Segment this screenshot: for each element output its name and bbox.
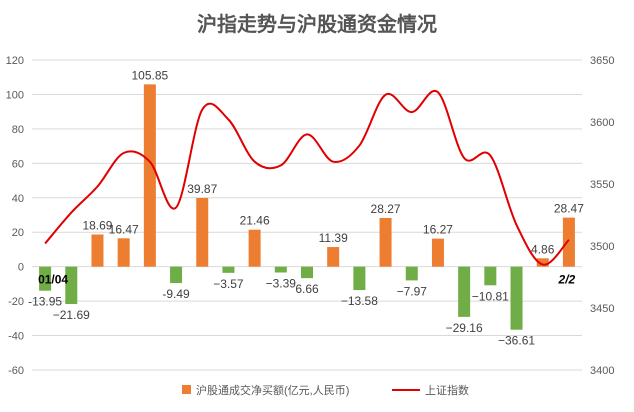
right-tick-label: 3450 (590, 303, 614, 315)
bar (510, 266, 523, 330)
bar (170, 266, 183, 284)
data-label: −3.57 (213, 277, 244, 291)
data-label: −13.58 (341, 294, 378, 308)
left-tick-label: 100 (6, 89, 24, 101)
data-label: 28.47 (554, 202, 584, 216)
bar (274, 266, 287, 273)
left-tick-label: 120 (6, 55, 24, 67)
bar (143, 84, 156, 267)
chart-title: 沪指走势与沪股通资金情况 (197, 12, 437, 36)
bar (405, 266, 418, 281)
data-label: 39.87 (187, 182, 217, 196)
bar (301, 266, 313, 279)
bar (562, 217, 575, 267)
data-label: -9.49 (162, 287, 190, 301)
legend-line-label: 上证指数 (425, 383, 469, 397)
data-label: −36.61 (498, 334, 535, 348)
bar (248, 229, 261, 267)
left-tick-label: 80 (12, 124, 24, 136)
data-label: 16.47 (109, 222, 139, 236)
data-label: −29.16 (446, 321, 483, 335)
right-tick-label: 3600 (590, 117, 614, 129)
bar (196, 198, 209, 267)
data-label: −10.81 (472, 289, 509, 303)
data-label: 16.27 (423, 223, 453, 237)
data-label: -13.95 (28, 295, 62, 309)
bar (117, 238, 130, 267)
bar (222, 266, 235, 273)
right-tick-label: 3650 (590, 55, 614, 67)
left-tick-label: 0 (18, 262, 24, 274)
data-label: 18.69 (82, 218, 112, 232)
bar (327, 247, 340, 267)
data-label: −7.97 (397, 284, 428, 298)
data-label: −3.39 (266, 277, 297, 291)
data-label: 11.39 (319, 231, 348, 245)
x-end-label: 2/2 (558, 273, 576, 287)
legend-bar-label: 沪股通成交净买额(亿元,人民币) (196, 383, 349, 397)
left-tick-label: -20 (8, 296, 24, 308)
data-label: 6.66 (295, 282, 319, 296)
legend-bar-swatch (182, 385, 191, 394)
left-tick-label: 40 (12, 193, 24, 205)
left-tick-label: 20 (12, 227, 24, 239)
data-label: 4.86 (531, 242, 555, 256)
data-label: 28.27 (371, 202, 401, 216)
bar (536, 258, 549, 267)
right-tick-label: 3500 (590, 241, 614, 253)
bar (458, 266, 471, 317)
bar (484, 266, 497, 286)
bar (431, 238, 444, 267)
bar (379, 217, 392, 267)
left-tick-label: 60 (12, 158, 24, 170)
data-label: −21.69 (53, 308, 90, 322)
data-label: 21.46 (240, 214, 270, 228)
bar (65, 266, 78, 305)
right-tick-label: 3400 (590, 365, 614, 377)
left-tick-label: -60 (8, 365, 24, 377)
bar (39, 266, 52, 291)
bar (91, 234, 104, 267)
right-tick-label: 3550 (590, 179, 614, 191)
index-line (44, 89, 570, 266)
left-tick-label: -40 (8, 331, 24, 343)
bar (353, 266, 366, 291)
x-start-label: 01/04 (38, 273, 68, 287)
data-label: 105.85 (132, 68, 169, 82)
